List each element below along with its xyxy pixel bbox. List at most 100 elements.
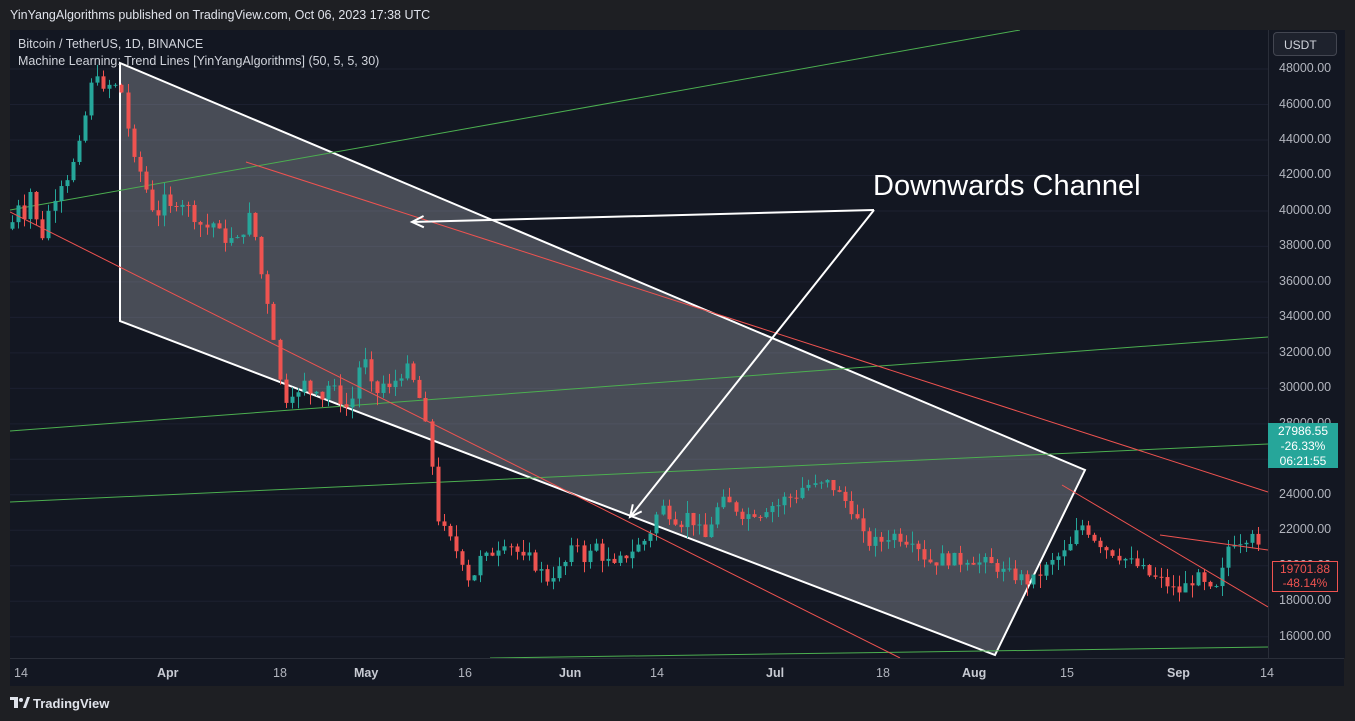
candle-body: [522, 552, 526, 556]
candle-body: [789, 497, 793, 498]
candle-body: [248, 213, 252, 235]
candle-body: [315, 392, 319, 394]
candle-body: [546, 569, 550, 581]
candle-body: [528, 552, 532, 555]
candle-body: [279, 340, 283, 380]
candle-body: [339, 385, 343, 404]
candle-body: [1026, 574, 1030, 584]
candle-body: [60, 186, 64, 201]
candle-body: [497, 551, 501, 556]
candle-body: [662, 506, 666, 515]
candle-body: [272, 304, 276, 340]
time-tick-label: Apr: [157, 666, 179, 680]
channel-annotation[interactable]: Downwards Channel: [873, 170, 1141, 203]
price-tick-label: 30000.00: [1279, 380, 1331, 394]
current-change: -26.33%: [1268, 439, 1338, 454]
candle-body: [649, 533, 653, 541]
candle-body: [929, 560, 933, 563]
candle-body: [78, 141, 82, 162]
candle-body: [1063, 550, 1067, 556]
price-tick-label: 48000.00: [1279, 61, 1331, 75]
time-tick-label: 15: [1060, 666, 1074, 680]
symbol-title[interactable]: Bitcoin / TetherUS, 1D, BINANCE: [18, 36, 379, 53]
candle-body: [1221, 568, 1225, 586]
candle-body: [412, 363, 416, 379]
candle-body: [1154, 575, 1158, 576]
candle-body: [735, 502, 739, 511]
candle-body: [467, 565, 471, 581]
candle-body: [728, 497, 732, 503]
candle-body: [1099, 541, 1103, 547]
candle-body: [631, 552, 635, 559]
candle-body: [455, 536, 459, 551]
candle-body: [516, 546, 520, 551]
current-price-tag: 27986.55 -26.33% 06:21:55: [1268, 423, 1338, 468]
candle-body: [485, 553, 489, 556]
candle-body: [613, 559, 617, 563]
indicator-title[interactable]: Machine Learning: Trend Lines [YinYangAl…: [18, 53, 379, 70]
candle-body: [473, 575, 477, 580]
candle-body: [297, 392, 301, 396]
candle-body: [1118, 556, 1122, 561]
candle-body: [570, 545, 574, 562]
tradingview-logo[interactable]: TradingView: [10, 696, 109, 711]
candle-body: [777, 505, 781, 506]
candle-body: [309, 381, 313, 394]
marker-change: -48.14%: [1273, 576, 1337, 590]
chart-pane[interactable]: Bitcoin / TetherUS, 1D, BINANCE Machine …: [10, 30, 1268, 658]
candle-body: [583, 545, 587, 562]
candle-body: [1124, 559, 1128, 561]
time-tick-label: 18: [876, 666, 890, 680]
candle-body: [1191, 583, 1195, 585]
candle-body: [394, 381, 398, 387]
candle-body: [874, 537, 878, 546]
candle-body: [637, 545, 641, 552]
time-axis[interactable]: 14 Apr 18 May 16 Jun 14 Jul 18 Aug 15 Sep 14: [10, 658, 1344, 687]
publish-info: YinYangAlgorithms published on TradingVi…: [10, 8, 430, 22]
candle-body: [1008, 569, 1012, 570]
tradingview-mark-icon: [10, 697, 30, 709]
candle-body: [35, 192, 39, 219]
time-tick-label: Jul: [766, 666, 784, 680]
time-tick-label: 14: [14, 666, 28, 680]
time-tick-label: Aug: [962, 666, 986, 680]
candle-body: [1081, 525, 1085, 530]
time-tick-label: May: [354, 666, 378, 680]
candle-body: [801, 488, 805, 498]
price-tick-label: 16000.00: [1279, 629, 1331, 643]
candle-body: [893, 534, 897, 540]
candle-body: [1209, 582, 1213, 586]
candle-body: [771, 506, 775, 512]
candle-body: [139, 157, 143, 172]
candle-body: [351, 399, 355, 408]
price-tick-label: 42000.00: [1279, 167, 1331, 181]
candle-body: [783, 497, 787, 506]
candle-body: [1075, 530, 1079, 544]
candle-body: [941, 553, 945, 565]
candle-body: [558, 566, 562, 578]
candle-body: [29, 192, 33, 219]
time-tick-label: 18: [273, 666, 287, 680]
candle-body: [905, 542, 909, 545]
candle-body: [820, 483, 824, 484]
price-tick-label: 34000.00: [1279, 309, 1331, 323]
time-tick-label: Sep: [1167, 666, 1190, 680]
price-tick-label: 18000.00: [1279, 593, 1331, 607]
candle-body: [1045, 565, 1049, 576]
chart-canvas[interactable]: [10, 30, 1268, 658]
candle-body: [1203, 572, 1207, 582]
candle-body: [917, 544, 921, 549]
price-tick-label: 36000.00: [1279, 274, 1331, 288]
currency-button[interactable]: USDT: [1273, 32, 1337, 56]
candle-body: [576, 545, 580, 546]
chart-legend: Bitcoin / TetherUS, 1D, BINANCE Machine …: [18, 36, 379, 70]
candle-body: [698, 525, 702, 526]
candle-body: [437, 467, 441, 522]
candle-body: [333, 385, 337, 386]
candle-body: [491, 553, 495, 556]
candle-body: [54, 201, 58, 211]
price-tick-label: 32000.00: [1279, 345, 1331, 359]
price-tick-label: 24000.00: [1279, 487, 1331, 501]
candle-body: [1087, 525, 1091, 534]
candle-body: [1227, 547, 1231, 568]
